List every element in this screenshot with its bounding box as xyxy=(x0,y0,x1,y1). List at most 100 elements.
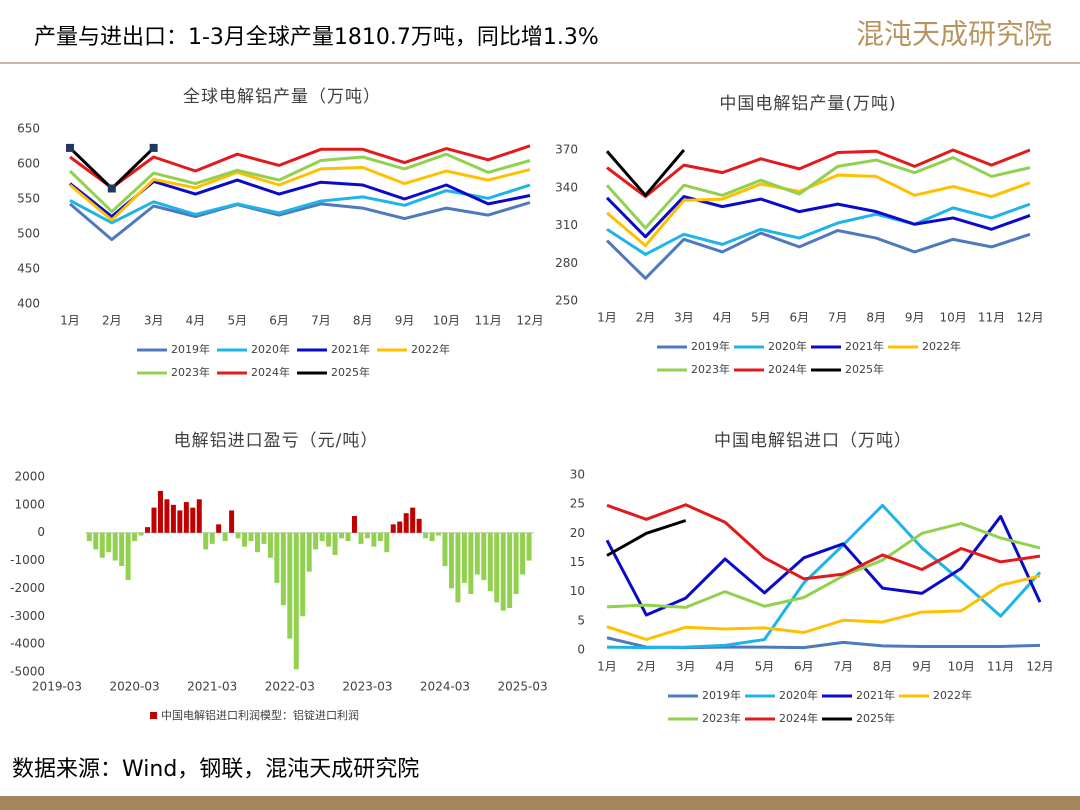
y-tick-label: 25 xyxy=(570,497,585,511)
bar xyxy=(513,532,519,594)
slide-title: 产量与进出口：1-3月全球产量1810.7万吨，同比增1.3% xyxy=(34,25,599,50)
bar xyxy=(313,532,319,550)
bar xyxy=(332,532,338,555)
bar xyxy=(436,532,442,536)
bar xyxy=(119,532,125,567)
series-line xyxy=(69,201,531,242)
y-tick-label: 500 xyxy=(17,227,40,241)
bar xyxy=(235,532,241,539)
bar xyxy=(442,532,448,567)
x-tick-label: 5月 xyxy=(755,660,775,674)
x-tick-label: 4月 xyxy=(186,314,206,328)
x-tick-label: 2022-03 xyxy=(265,680,315,694)
bar xyxy=(242,532,248,547)
bar xyxy=(339,532,345,539)
series-line xyxy=(606,202,1031,256)
bar xyxy=(93,532,99,550)
bar xyxy=(461,532,467,583)
x-tick-label: 10月 xyxy=(433,314,460,328)
series-line xyxy=(606,521,1041,609)
bar xyxy=(125,532,131,581)
legend-label: 2021年 xyxy=(331,342,370,356)
x-tick-label: 8月 xyxy=(353,314,373,328)
series-line xyxy=(69,166,531,222)
bar xyxy=(151,507,157,533)
bar xyxy=(416,518,422,533)
y-tick-label: 450 xyxy=(17,262,40,276)
bar xyxy=(280,532,286,606)
x-tick-label: 2019-03 xyxy=(32,680,82,694)
bar xyxy=(183,502,189,533)
y-tick-label: 600 xyxy=(17,157,40,171)
bar xyxy=(190,507,196,533)
series-line xyxy=(606,503,1042,650)
bar xyxy=(274,532,280,583)
x-tick-label: 11月 xyxy=(475,314,502,328)
x-tick-label: 2023-03 xyxy=(342,680,392,694)
x-tick-label: 4月 xyxy=(713,311,733,325)
legend-label: 2024年 xyxy=(779,711,818,725)
legend-label: 2024年 xyxy=(251,365,290,379)
bar xyxy=(371,532,377,547)
bar xyxy=(86,532,92,542)
x-tick-label: 8月 xyxy=(873,660,893,674)
bar xyxy=(112,532,118,561)
x-tick-label: 10月 xyxy=(939,311,966,325)
bar xyxy=(481,532,487,581)
bar xyxy=(229,510,235,533)
series-line xyxy=(606,503,1041,581)
x-tick-label: 6月 xyxy=(789,311,809,325)
bar xyxy=(377,532,383,542)
y-tick-label: 5 xyxy=(577,613,585,627)
x-tick-label: 9月 xyxy=(395,314,415,328)
legend-swatch xyxy=(150,712,157,719)
y-tick-label: 550 xyxy=(17,192,40,206)
bar xyxy=(209,532,215,544)
bar xyxy=(99,532,105,558)
bar xyxy=(203,532,209,550)
x-tick-label: 3月 xyxy=(144,314,164,328)
bar xyxy=(164,499,170,533)
bar xyxy=(216,524,222,533)
logo: 混沌天成研究院 xyxy=(856,18,1052,51)
bar xyxy=(487,532,493,592)
x-tick-label: 2025-03 xyxy=(498,680,548,694)
bar xyxy=(138,532,144,536)
x-tick-label: 3月 xyxy=(674,311,694,325)
bar xyxy=(364,532,370,539)
x-tick-label: 1月 xyxy=(597,660,617,674)
series-line xyxy=(605,149,686,197)
legend-label: 2019年 xyxy=(691,339,730,353)
x-tick-label: 2月 xyxy=(102,314,122,328)
bar xyxy=(474,532,480,575)
x-tick-label: 12月 xyxy=(1016,311,1043,325)
x-tick-label: 7月 xyxy=(311,314,331,328)
chart-title: 全球电解铝产量（万吨） xyxy=(183,87,381,107)
y-tick-label: 1000 xyxy=(14,497,45,511)
legend-label: 2023年 xyxy=(171,365,210,379)
chart-title: 中国电解铝进口（万吨） xyxy=(714,431,912,451)
x-tick-label: 7月 xyxy=(833,660,853,674)
x-tick-label: 10月 xyxy=(948,660,975,674)
bar xyxy=(403,513,409,533)
chart-title: 电解铝进口盈亏（元/吨） xyxy=(174,431,379,451)
bar xyxy=(526,532,532,561)
x-tick-label: 1月 xyxy=(597,311,617,325)
series-line xyxy=(68,152,531,214)
y-tick-label: 30 xyxy=(570,468,585,482)
y-tick-label: 340 xyxy=(555,180,578,194)
bar xyxy=(507,532,513,608)
y-tick-label: 2000 xyxy=(14,470,45,484)
bar xyxy=(455,532,461,603)
x-tick-label: 2020-03 xyxy=(110,680,160,694)
x-tick-label: 5月 xyxy=(227,314,247,328)
x-tick-label: 12月 xyxy=(1026,660,1053,674)
series-line xyxy=(606,519,687,557)
bar xyxy=(306,532,312,572)
series-line xyxy=(606,574,1041,641)
x-tick-label: 11月 xyxy=(978,311,1005,325)
bar xyxy=(520,532,526,575)
series-line xyxy=(606,148,1031,199)
legend-label: 2021年 xyxy=(845,339,884,353)
point-marker xyxy=(66,143,74,152)
